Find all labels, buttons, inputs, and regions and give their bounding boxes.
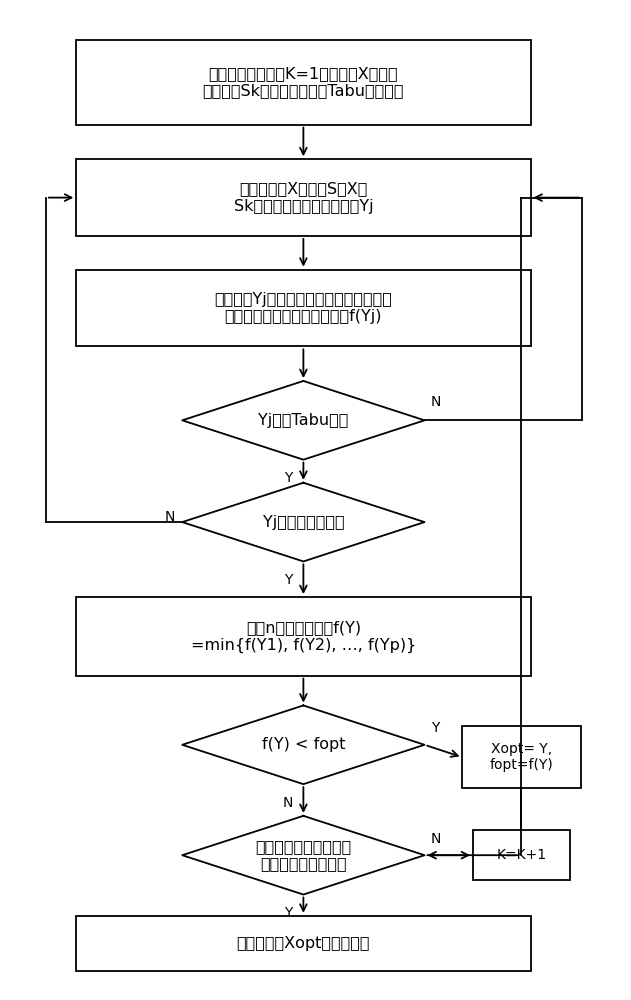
Text: N: N	[430, 395, 441, 409]
Text: Yj属于Tabu表？: Yj属于Tabu表？	[258, 413, 348, 428]
Text: Y: Y	[284, 906, 292, 920]
Text: N: N	[430, 832, 441, 846]
FancyBboxPatch shape	[76, 159, 531, 236]
FancyBboxPatch shape	[463, 726, 581, 788]
Text: Yj满足释放准则？: Yj满足释放准则？	[262, 515, 344, 530]
FancyBboxPatch shape	[76, 270, 531, 346]
Polygon shape	[182, 381, 425, 460]
FancyBboxPatch shape	[76, 40, 531, 125]
Text: 超过周期最大迭代次数
且目标函数无改善？: 超过周期最大迭代次数 且目标函数无改善？	[256, 839, 351, 871]
Text: Xopt= Y,
fopt=f(Y): Xopt= Y, fopt=f(Y)	[490, 742, 553, 772]
Text: N: N	[165, 510, 175, 524]
Text: Y: Y	[284, 471, 292, 485]
Text: 初始化，迭代次数K=1，任选点X，初设
邻域范围Sk，置迭代周期，Tabu表置空。: 初始化，迭代次数K=1，任选点X，初设 邻域范围Sk，置迭代周期，Tabu表置空…	[203, 66, 404, 99]
FancyBboxPatch shape	[76, 597, 531, 676]
Polygon shape	[182, 483, 425, 561]
Text: K=K+1: K=K+1	[497, 848, 546, 862]
FancyBboxPatch shape	[473, 830, 570, 880]
Text: N: N	[283, 796, 293, 810]
Text: 终止计算，Xopt为最优解点: 终止计算，Xopt为最优解点	[237, 936, 370, 951]
Text: 将状态点Yj作为模型参数进行仿真，计算
性能指标，按适应度函数计算f(Yj): 将状态点Yj作为模型参数进行仿真，计算 性能指标，按适应度函数计算f(Yj)	[215, 292, 392, 324]
Text: Y: Y	[430, 721, 439, 735]
Text: 计算n个状态点，取f(Y)
=min{f(Y1), f(Y2), …, f(Yp)}: 计算n个状态点，取f(Y) =min{f(Y1), f(Y2), …, f(Yp…	[191, 620, 416, 653]
Text: 在当前状态X的邻域S（X，
Sk）内，随机产生初始状态Yj: 在当前状态X的邻域S（X， Sk）内，随机产生初始状态Yj	[233, 181, 373, 214]
Polygon shape	[182, 705, 425, 784]
Text: Y: Y	[284, 573, 292, 587]
FancyBboxPatch shape	[76, 916, 531, 971]
Polygon shape	[182, 816, 425, 895]
Text: f(Y) < fopt: f(Y) < fopt	[262, 737, 345, 752]
